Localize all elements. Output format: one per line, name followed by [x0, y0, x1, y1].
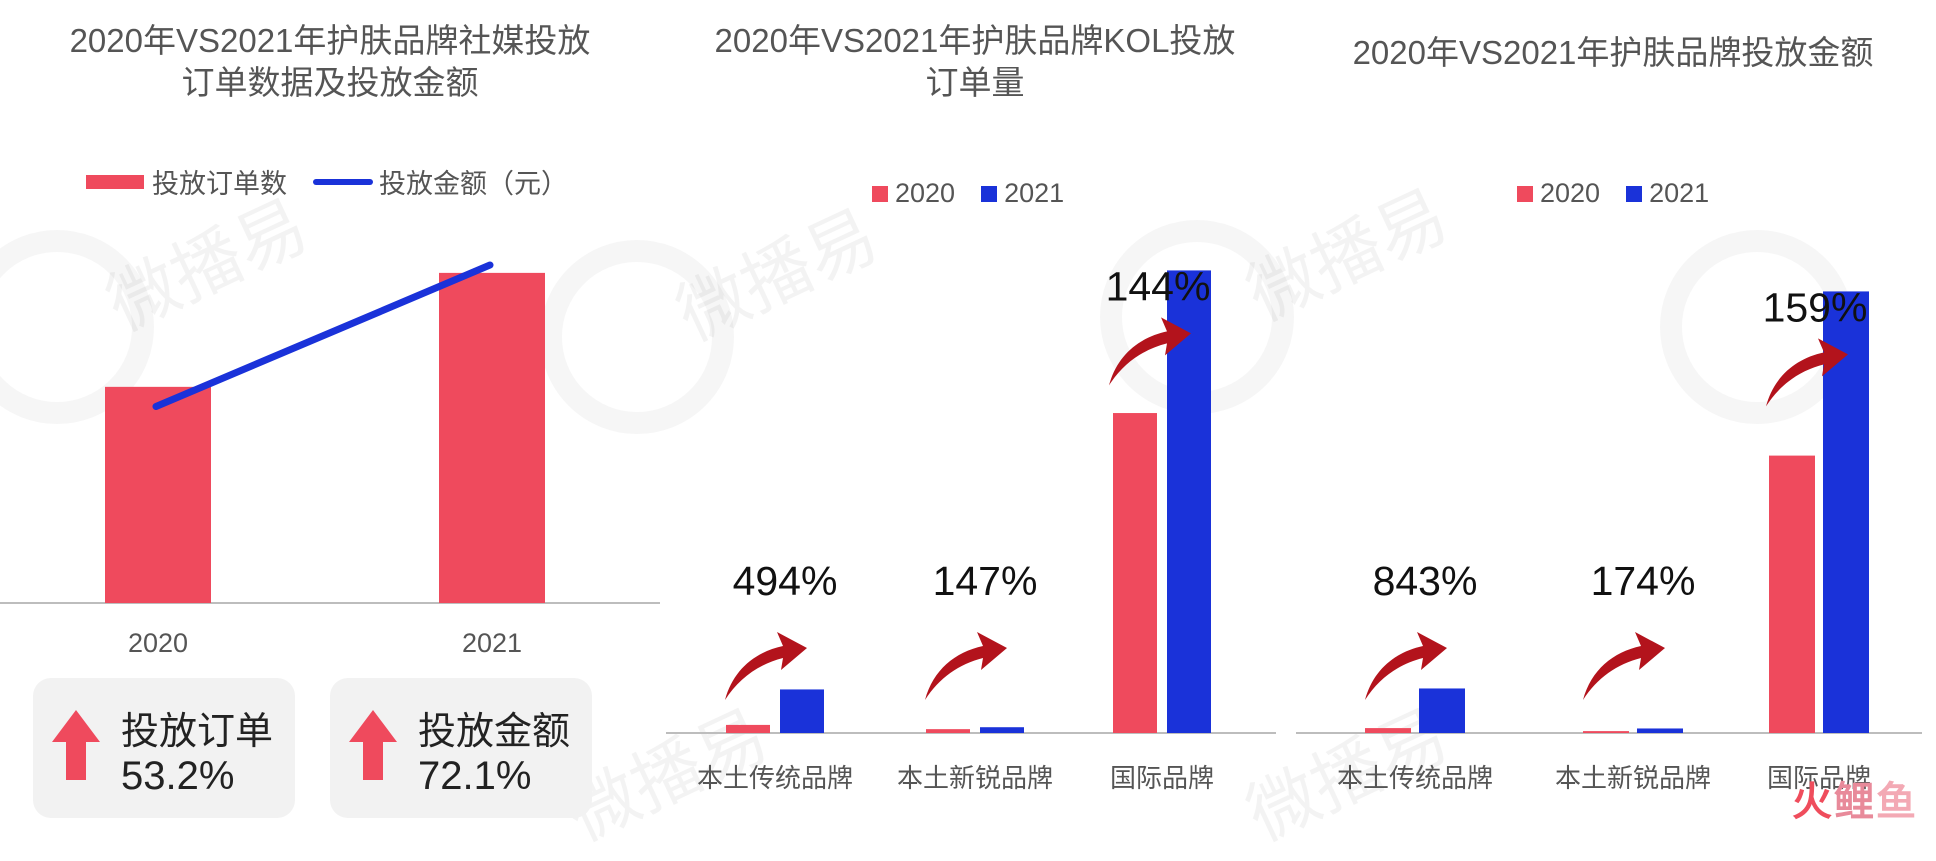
legend-label: 2021 — [1649, 178, 1710, 208]
brand-logo-char: 火 — [1792, 780, 1834, 824]
growth-arrow-icon — [1109, 317, 1191, 386]
growth-arrow-icon — [1365, 632, 1447, 700]
line-spend — [152, 261, 494, 410]
legend-swatch-2021 — [981, 185, 998, 202]
x-tick-label: 国际品牌 — [1767, 763, 1871, 793]
orders-spend-chart: 2020 2021 — [0, 261, 660, 658]
legend-label: 2020 — [895, 178, 956, 208]
bar-2020-本土传统品牌 — [726, 724, 770, 733]
growth-annotation: 843% — [1373, 558, 1478, 604]
kpi-label: 投放订单 — [121, 711, 274, 753]
bar-2020-本土新锐品牌 — [926, 729, 970, 733]
x-tick-label: 2020 — [128, 628, 188, 658]
chart-title-line1: 2020年VS2021年护肤品牌投放金额 — [1352, 34, 1874, 71]
chart-title-line1: 2020年VS2021年护肤品牌社媒投放 — [69, 22, 591, 59]
kpi-card-orders: 投放订单 53.2% — [33, 678, 295, 818]
growth-arrow-icon — [725, 632, 807, 700]
bar-orders-2020 — [105, 386, 211, 603]
bar-2020-国际品牌 — [1769, 455, 1815, 733]
legend-line-swatch — [313, 178, 373, 185]
legend-label: 投放订单数 — [152, 169, 287, 199]
kpi-label: 投放金额 — [418, 711, 571, 753]
growth-arrow-shape — [725, 632, 807, 700]
chart-title-line1: 2020年VS2021年护肤品牌KOL投放 — [714, 22, 1236, 59]
spend-amount-chart: 本土传统品牌 843% 本土新锐品牌 174% 国际品牌 159% — [1296, 284, 1922, 793]
legend-item-2021: 2021 — [1626, 178, 1709, 209]
kpi-card-spend: 投放金额 72.1% — [330, 678, 592, 818]
legend-item-2020: 2020 — [872, 178, 955, 209]
growth-annotation: 159% — [1763, 284, 1868, 330]
legend-swatch-2020 — [1517, 185, 1533, 202]
chart-title: 2020年VS2021年护肤品牌KOL投放 订单量 — [660, 20, 1290, 104]
kol-orders-chart: 本土传统品牌 494% 本土新锐品牌 147% 国际品牌 144% — [666, 263, 1276, 793]
bar-2021-本土新锐品牌 — [980, 727, 1024, 733]
bar-2021-本土传统品牌 — [780, 689, 824, 733]
x-tick-label: 本土新锐品牌 — [897, 763, 1053, 793]
growth-annotation: 144% — [1106, 263, 1211, 309]
chart-title: 2020年VS2021年护肤品牌社媒投放 订单数据及投放金额 — [0, 20, 660, 104]
legend-item-2021: 2021 — [981, 178, 1064, 209]
brand-logo-char: 鱼 — [1876, 780, 1918, 824]
legend-item-spend: 投放金额（元） — [313, 162, 568, 201]
chart-title-line2: 订单量 — [925, 64, 1025, 101]
growth-arrow-shape — [1766, 338, 1848, 407]
growth-arrow-shape — [925, 632, 1007, 700]
legend-item-2020: 2020 — [1517, 178, 1600, 209]
legend-swatch-2021 — [1626, 185, 1643, 202]
bar-2021-本土新锐品牌 — [1637, 728, 1683, 733]
up-arrow-icon — [52, 710, 100, 780]
brand-logo: 火鲤鱼 — [1792, 769, 1918, 827]
up-arrow-icon — [349, 710, 397, 780]
x-tick-label: 2021 — [462, 628, 522, 658]
orders-and-spend-panel: 2020年VS2021年护肤品牌社媒投放 订单数据及投放金额 投放订单数 投放金… — [0, 0, 660, 835]
legend-label: 2021 — [1004, 178, 1065, 208]
x-tick-label: 国际品牌 — [1110, 763, 1214, 793]
bar-2021-本土传统品牌 — [1419, 688, 1465, 733]
bar-2020-本土新锐品牌 — [1583, 731, 1629, 733]
spend-amount-panel: 2020年VS2021年护肤品牌投放金额 2020 2021 本土传统品牌 843… — [1290, 0, 1936, 835]
legend-swatch-2020 — [872, 185, 888, 202]
legend-item-orders: 投放订单数 — [86, 162, 287, 201]
bar-2020-本土传统品牌 — [1365, 728, 1411, 733]
x-tick-label: 本土新锐品牌 — [1555, 763, 1711, 793]
growth-arrow-shape — [1365, 632, 1447, 700]
chart-title: 2020年VS2021年护肤品牌投放金额 — [1290, 32, 1936, 74]
growth-arrow-icon — [925, 632, 1007, 700]
bar-2020-国际品牌 — [1113, 413, 1157, 733]
growth-annotation: 494% — [733, 558, 838, 604]
chart-legend: 2020 2021 — [1517, 178, 1735, 209]
kpi-value: 53.2% — [121, 754, 235, 798]
chart-legend: 投放订单数 投放金额（元） — [86, 162, 594, 201]
growth-annotation: 147% — [933, 558, 1038, 604]
chart-title-line2: 订单数据及投放金额 — [181, 64, 479, 101]
brand-logo-char: 鲤 — [1834, 780, 1876, 824]
x-tick-label: 本土传统品牌 — [1337, 763, 1493, 793]
growth-annotation: 174% — [1591, 558, 1696, 604]
bar-orders-2021 — [439, 272, 545, 603]
legend-label: 2020 — [1540, 178, 1601, 208]
chart-legend: 2020 2021 — [872, 178, 1090, 209]
growth-arrow-icon — [1766, 338, 1848, 407]
legend-label: 投放金额（元） — [379, 169, 568, 199]
growth-arrow-icon — [1583, 632, 1665, 700]
kpi-value: 72.1% — [418, 754, 532, 798]
growth-arrow-shape — [1109, 317, 1191, 386]
legend-bar-swatch — [86, 174, 144, 189]
kol-orders-panel: 2020年VS2021年护肤品牌KOL投放 订单量 2020 2021 本土传统… — [660, 0, 1290, 835]
growth-arrow-shape — [1583, 632, 1665, 700]
x-tick-label: 本土传统品牌 — [697, 763, 853, 793]
